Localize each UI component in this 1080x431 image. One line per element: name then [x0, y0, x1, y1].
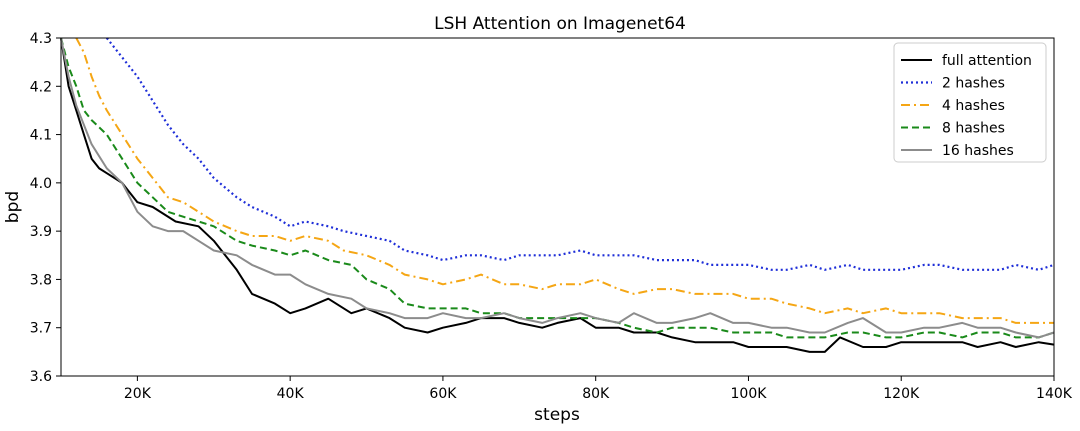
y-tick-label: 3.6 [30, 369, 52, 385]
x-tick-label: 20K [124, 386, 152, 402]
x-tick-label: 100K [731, 386, 768, 402]
y-tick-label: 4.3 [30, 31, 52, 47]
x-tick-label: 120K [883, 386, 920, 402]
y-axis-title: bpd [3, 191, 23, 223]
x-tick-label: 80K [582, 386, 610, 402]
y-tick-label: 3.8 [30, 272, 52, 288]
x-axis-title: steps [534, 405, 580, 425]
plot-frame [60, 37, 1055, 377]
legend-items: full attention 2 hashes 4 hashes 8 hashes 16… [901, 53, 1032, 159]
series-line-5 [60, 37, 1055, 339]
legend-label-1: full attention [942, 53, 1032, 69]
x-tick-label: 40K [277, 386, 305, 402]
series-layer [60, 37, 1055, 353]
chart-title: LSH Attention on Imagenet64 [434, 14, 686, 34]
y-tick-label: 4.0 [30, 176, 52, 192]
series-line-3 [75, 37, 1054, 324]
legend-label-3: 4 hashes [942, 98, 1005, 114]
plot-area [60, 37, 1055, 377]
series-line-2 [105, 37, 1055, 271]
x-axis: 20K 40K 60K 80K 100K 120K 140K [124, 376, 1073, 402]
legend-label-5: 16 hashes [942, 143, 1014, 159]
legend-box [893, 42, 1047, 163]
y-tick-label: 4.1 [30, 128, 52, 144]
y-axis: 3.6 3.7 3.8 3.9 4.0 4.1 4.2 4.3 [30, 31, 61, 385]
legend: full attention 2 hashes 4 hashes 8 hashes 16… [893, 42, 1047, 163]
y-tick-label: 3.9 [30, 224, 52, 240]
series-line-1 [60, 37, 1055, 353]
x-tick-label: 60K [429, 386, 457, 402]
y-tick-label: 3.7 [30, 321, 52, 337]
y-tick-label: 4.2 [30, 79, 52, 95]
legend-label-2: 2 hashes [942, 76, 1005, 92]
legend-label-4: 8 hashes [942, 121, 1005, 137]
x-tick-label: 140K [1036, 386, 1073, 402]
